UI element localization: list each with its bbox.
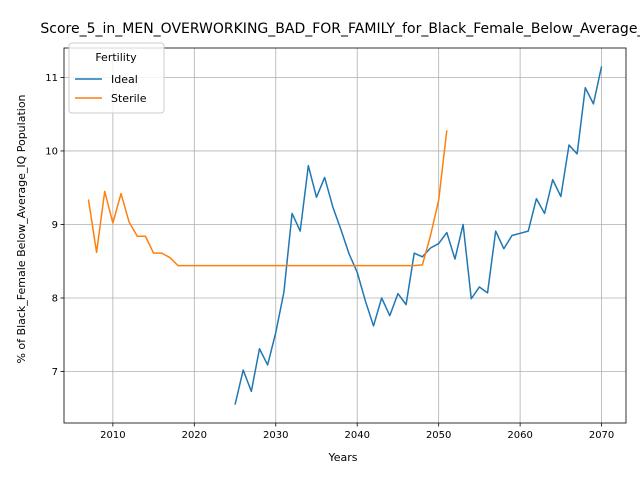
y-tick-label: 8 xyxy=(52,294,58,305)
y-tick-label: 7 xyxy=(52,367,58,378)
x-axis-label: Years xyxy=(327,451,357,464)
x-tick-label: 2060 xyxy=(507,430,532,441)
series-line-sterile xyxy=(87,130,448,267)
y-axis-ticks: 7 8 9 10 11 xyxy=(45,73,64,378)
x-axis-ticks: 2010 2020 2030 2040 2050 2060 2070 xyxy=(100,423,614,441)
legend-items: Ideal Sterile xyxy=(75,73,147,105)
series-line-ideal xyxy=(234,66,603,405)
legend-label-ideal: Ideal xyxy=(111,73,138,86)
x-tick-label: 2050 xyxy=(426,430,451,441)
chart-title: Score_5_in_MEN_OVERWORKING_BAD_FOR_FAMIL… xyxy=(40,21,640,37)
legend-title: Fertility xyxy=(95,51,137,64)
y-tick-label: 9 xyxy=(52,220,58,231)
y-axis-label: % of Black_Female Below_Average_IQ Popul… xyxy=(15,94,28,363)
legend-box xyxy=(68,42,165,114)
x-tick-label: 2040 xyxy=(344,430,369,441)
plot-frame xyxy=(63,47,627,424)
x-tick-label: 2010 xyxy=(100,430,125,441)
y-tick-label: 10 xyxy=(45,146,58,157)
legend-label-sterile: Sterile xyxy=(111,92,147,105)
series-group xyxy=(87,66,603,405)
y-tick-label: 11 xyxy=(45,73,58,84)
x-tick-label: 2070 xyxy=(589,430,614,441)
legend: Fertility Ideal Sterile xyxy=(68,42,165,114)
x-tick-label: 2030 xyxy=(263,430,288,441)
x-tick-label: 2020 xyxy=(182,430,207,441)
